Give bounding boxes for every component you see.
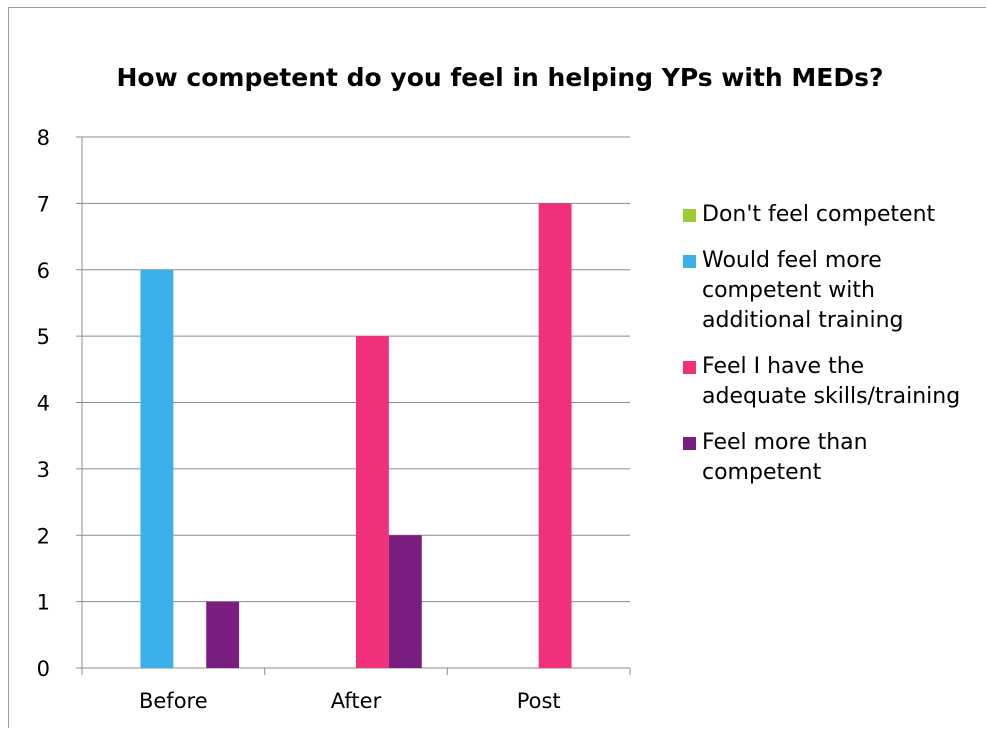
y-tick-label: 0 xyxy=(37,657,50,681)
y-tick-label: 2 xyxy=(37,524,50,548)
legend-label: Would feel more competent with additiona… xyxy=(702,248,904,333)
legend-swatch xyxy=(683,209,696,222)
y-tick-label: 7 xyxy=(37,192,50,216)
legend-item: Don't feel competent xyxy=(683,200,983,230)
y-tick-label: 1 xyxy=(37,591,50,615)
x-tick-label: Post xyxy=(517,689,561,713)
bar-after-series-3 xyxy=(356,336,389,668)
chart-title: How competent do you feel in helping YPs… xyxy=(116,63,884,92)
bar-post-series-3 xyxy=(538,203,572,668)
legend-item: Would feel more competent with additiona… xyxy=(683,246,983,336)
bar-after-series-4 xyxy=(388,535,422,668)
x-tick-label: After xyxy=(331,689,382,713)
bar-before-series-4 xyxy=(206,601,240,668)
y-tick-label: 8 xyxy=(37,126,50,150)
legend-label: Feel more than competent xyxy=(702,430,868,485)
y-tick-label: 3 xyxy=(37,458,50,482)
legend-label: Feel I have the adequate skills/training xyxy=(702,354,961,409)
legend-swatch xyxy=(683,255,696,268)
bar-before-series-2 xyxy=(140,269,174,668)
legend: Don't feel competent Would feel more comp… xyxy=(683,200,983,504)
y-tick-label: 6 xyxy=(37,259,50,283)
y-tick-label: 4 xyxy=(37,392,50,416)
legend-item: Feel I have the adequate skills/training xyxy=(683,352,983,412)
legend-swatch xyxy=(683,437,696,450)
x-tick-label: Before xyxy=(139,689,208,713)
legend-swatch xyxy=(683,361,696,374)
y-tick-label: 5 xyxy=(37,325,50,349)
chart-frame xyxy=(8,7,986,728)
legend-label: Don't feel competent xyxy=(702,202,936,227)
legend-item: Feel more than competent xyxy=(683,428,983,488)
